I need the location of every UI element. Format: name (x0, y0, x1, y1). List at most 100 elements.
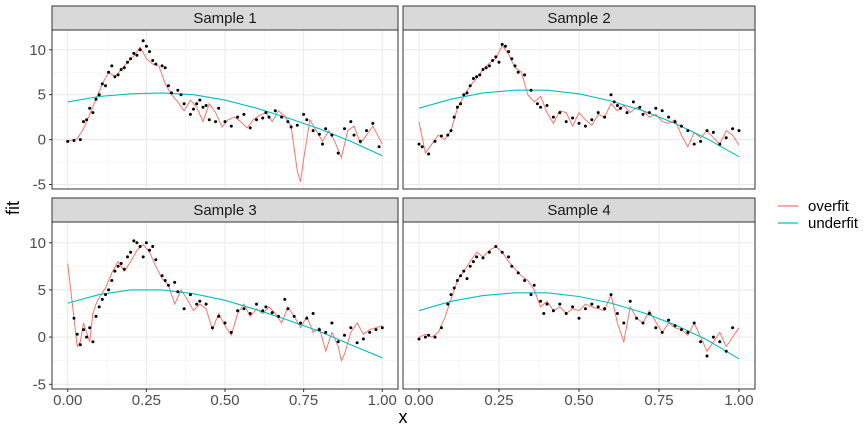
data-point (236, 309, 240, 313)
data-point (132, 239, 136, 243)
data-point (336, 151, 340, 155)
data-point (286, 120, 290, 124)
data-point (210, 326, 214, 330)
overfit-line (418, 245, 740, 353)
data-point (487, 64, 491, 68)
data-point (100, 297, 104, 301)
data-point (305, 316, 309, 320)
data-point (188, 112, 192, 116)
data-point (471, 260, 475, 264)
data-point (635, 316, 639, 320)
data-point (148, 50, 151, 54)
data-point (686, 129, 690, 133)
data-point (433, 139, 437, 143)
data-point (583, 307, 587, 311)
data-point (270, 311, 274, 315)
data-point (317, 328, 321, 332)
data-point (705, 129, 709, 133)
data-point (75, 332, 79, 336)
data-point (283, 297, 287, 301)
data-point (97, 305, 101, 309)
data-point (78, 138, 82, 142)
data-point (529, 88, 533, 92)
data-point (590, 118, 594, 122)
y-tick-label: 5 (38, 282, 46, 299)
data-point (248, 126, 252, 130)
data-point (609, 93, 613, 97)
data-point (88, 106, 92, 110)
data-point (116, 264, 120, 268)
data-point (97, 93, 101, 97)
data-point (603, 307, 607, 311)
data-point (558, 302, 562, 306)
data-point (261, 309, 265, 313)
x-tick-label: 0.75 (289, 392, 318, 409)
data-point (242, 307, 246, 311)
data-point (299, 321, 302, 325)
data-point (487, 250, 491, 254)
data-point (571, 116, 575, 120)
data-point (368, 330, 372, 334)
data-point (267, 115, 271, 119)
data-point (539, 299, 543, 303)
data-point (126, 255, 129, 259)
gridlines (52, 30, 398, 189)
data-point (446, 302, 450, 306)
data-point (571, 305, 575, 309)
data-point (603, 115, 607, 119)
data-point (365, 129, 368, 133)
data-point (182, 102, 186, 106)
panel-4: Sample 4 0.00 0.25 0.50 0.75 1.00 (402, 197, 756, 409)
panel-border (51, 29, 399, 190)
data-point (343, 333, 346, 337)
data-point (529, 293, 533, 297)
data-point (166, 283, 170, 287)
data-point (358, 139, 362, 143)
data-point (439, 326, 443, 330)
data-point (104, 293, 107, 297)
data-point (255, 302, 258, 306)
data-point (100, 82, 104, 86)
data-point (679, 328, 683, 332)
data-point (160, 274, 164, 278)
data-point (154, 258, 158, 262)
data-point (503, 44, 507, 48)
data-point (324, 330, 328, 334)
data-point (94, 97, 98, 101)
data-point (724, 136, 728, 140)
data-point (138, 48, 142, 52)
data-point (352, 133, 356, 137)
panel-title: Sample 1 (193, 10, 256, 27)
panel-title: Sample 2 (547, 10, 610, 27)
data-point (104, 84, 107, 88)
data-point (195, 302, 199, 306)
data-point (667, 115, 671, 119)
data-point (625, 111, 629, 115)
underfit-line (67, 92, 383, 157)
legend: overfit underfit (778, 198, 859, 232)
data-point (507, 255, 511, 259)
overfit-line (67, 243, 383, 363)
data-point (446, 133, 450, 137)
data-point (427, 152, 431, 156)
data-point (420, 145, 424, 149)
data-point (535, 102, 539, 106)
data-point (229, 124, 233, 128)
data-point (619, 106, 623, 110)
data-point (377, 145, 381, 149)
data-point (711, 335, 715, 339)
data-point (217, 314, 221, 318)
data-point (628, 299, 632, 303)
data-point (462, 269, 466, 273)
y-tick-label: 10 (29, 235, 46, 252)
data-point (129, 57, 133, 61)
data-point (478, 73, 482, 77)
data-point (317, 132, 321, 136)
data-point (497, 60, 501, 64)
panels: Sample 1 -5 0 5 10 Sample 2 Sample 3 -5 0 5 10 0.00… (29, 5, 756, 409)
data-point (72, 316, 76, 320)
y-tick-label: 0 (38, 132, 46, 149)
data-point (667, 318, 671, 322)
data-point (349, 326, 353, 330)
data-point (494, 245, 498, 248)
